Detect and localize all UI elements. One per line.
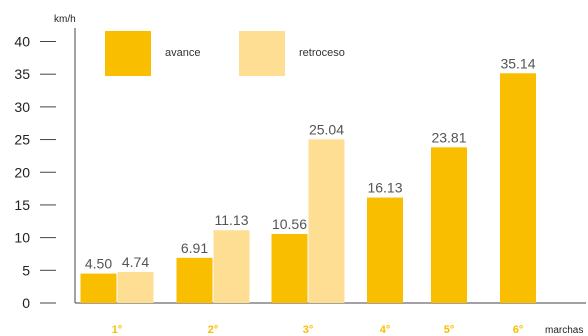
y-axis-label: km/h: [54, 14, 76, 25]
category-label: 2°: [208, 324, 219, 336]
bar-avance: [431, 147, 467, 303]
category-label: 6°: [513, 324, 524, 336]
y-tick-label: 40: [14, 34, 30, 50]
bar-retroceso: [213, 230, 250, 303]
y-axis: 0 5 10 15 20 25 30 35 40: [14, 28, 76, 311]
bar-retroceso: [117, 272, 154, 303]
y-tick-label: 15: [14, 197, 30, 213]
bar-value-label: 11.13: [215, 212, 249, 228]
category-label: 5°: [444, 324, 455, 336]
y-tick-label: 20: [14, 164, 30, 180]
bar-avance: [367, 197, 403, 303]
bar-avance: [80, 273, 117, 303]
category-label: 1°: [112, 324, 123, 336]
y-tick-label: 5: [22, 262, 30, 278]
y-tick-label: 35: [14, 66, 30, 82]
bar-value-label: 10.56: [272, 216, 307, 232]
bar-value-label: 4.74: [122, 254, 149, 270]
legend-label-retroceso: retroceso: [299, 47, 345, 59]
bar-value-label: 23.81: [431, 129, 466, 145]
bar-value-label: 35.14: [500, 55, 535, 71]
bar-value-label: 16.13: [367, 180, 402, 196]
x-axis-label: marchas: [545, 325, 583, 336]
bar-value-label: 4.50: [85, 256, 112, 272]
bar-avance: [176, 257, 213, 303]
legend-label-avance: avance: [165, 47, 200, 59]
bar-value-label: 25.04: [309, 121, 344, 137]
bar-avance: [500, 73, 536, 303]
legend-swatch-avance: [105, 31, 151, 76]
y-tick-label: 0: [22, 295, 30, 311]
legend-swatch-retroceso: [239, 31, 285, 76]
legend: avance retroceso: [105, 31, 345, 76]
bar-retroceso: [308, 139, 345, 303]
y-tick-label: 30: [14, 99, 30, 115]
bars: 4.50 4.74 6.91 11.13 10.56 25.04 16.13 23.81 35.…: [80, 55, 536, 303]
x-axis: 1° 2° 3° 4° 5° 6°: [75, 302, 586, 336]
category-label: 3°: [303, 324, 314, 336]
category-label: 4°: [380, 324, 391, 336]
bar-avance: [271, 233, 308, 303]
y-tick-label: 10: [14, 230, 30, 246]
y-tick-label: 25: [14, 132, 30, 148]
bar-value-label: 6.91: [181, 240, 208, 256]
